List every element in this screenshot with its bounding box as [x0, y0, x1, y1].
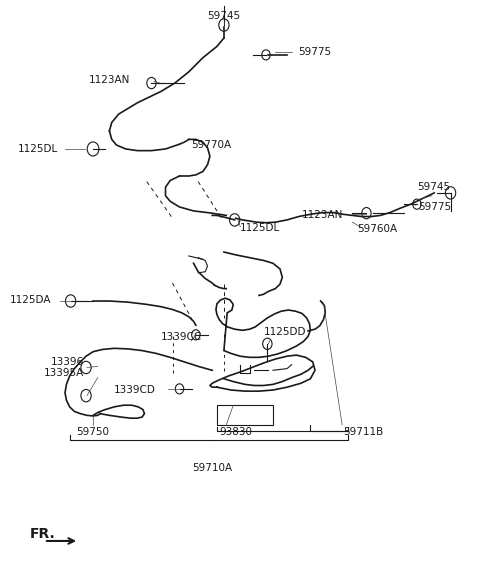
Bar [217, 405, 273, 425]
Text: 1339CC: 1339CC [161, 332, 203, 342]
Text: 59745: 59745 [207, 11, 240, 21]
Text: 1339CD: 1339CD [114, 385, 156, 395]
Text: 59745: 59745 [418, 182, 451, 192]
Text: 13395A: 13395A [44, 368, 84, 378]
Text: 59770A: 59770A [191, 140, 231, 150]
Text: 59711B: 59711B [343, 427, 384, 436]
Text: 1123AN: 1123AN [302, 211, 343, 220]
Text: 1125DL: 1125DL [240, 223, 280, 233]
Text: 59775: 59775 [299, 47, 332, 57]
Text: 13396: 13396 [50, 357, 84, 367]
Text: 93830: 93830 [219, 427, 252, 436]
Text: 1123AN: 1123AN [89, 75, 131, 85]
Text: 1125DD: 1125DD [264, 327, 306, 337]
Text: 1125DL: 1125DL [18, 144, 58, 154]
Text: FR.: FR. [30, 526, 56, 541]
Text: 59760A: 59760A [357, 225, 397, 234]
Text: 1125DA: 1125DA [10, 295, 51, 305]
Text: 59710A: 59710A [192, 463, 232, 473]
Text: 59750: 59750 [76, 427, 109, 436]
Text: 59775: 59775 [418, 202, 451, 212]
